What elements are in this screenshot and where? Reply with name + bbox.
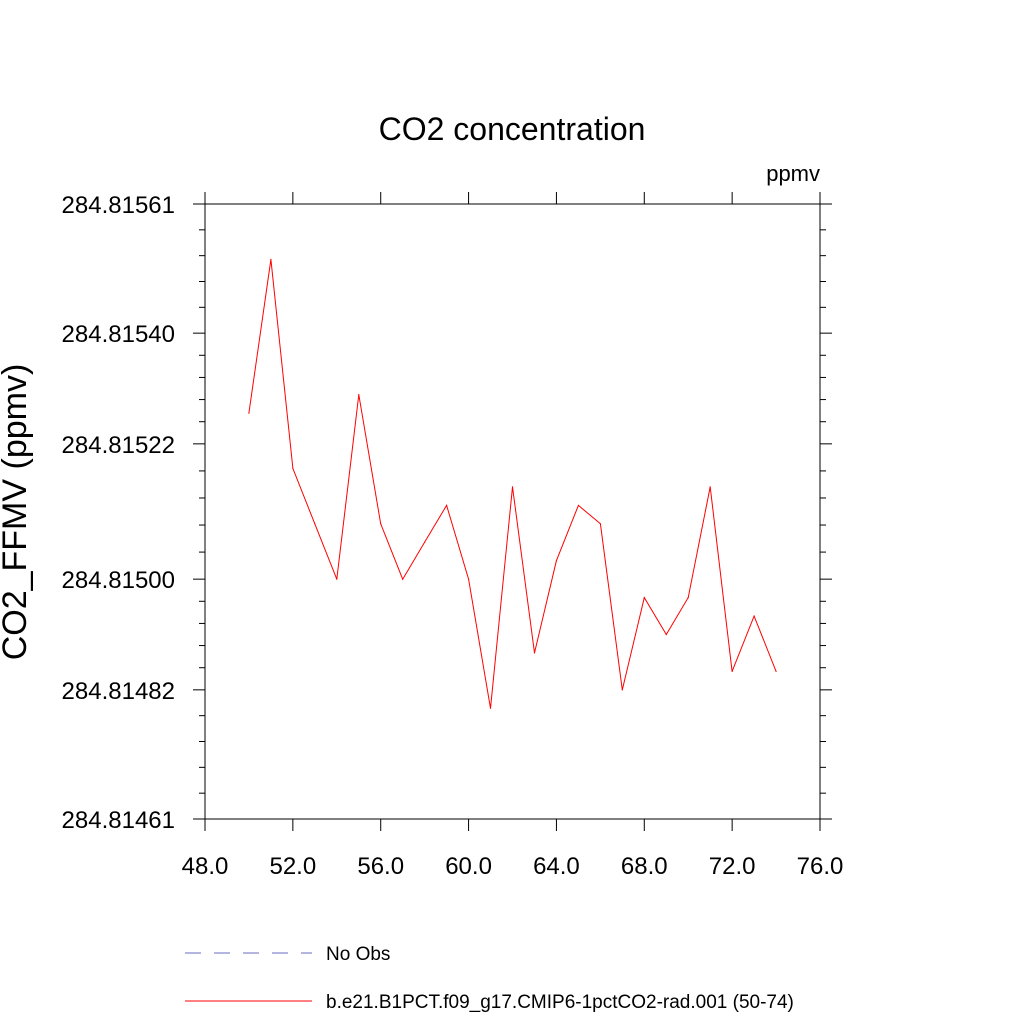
x-tick-label-5: 68.0: [621, 853, 668, 880]
data-point-0-14: [555, 560, 558, 562]
y-tick-label-2: 284.81500: [62, 567, 175, 594]
data-point-0-6: [380, 523, 382, 525]
legend-label-0: No Obs: [326, 944, 390, 965]
series-layer: [248, 258, 777, 709]
data-point-0-0: [248, 412, 250, 414]
data-point-0-21: [709, 486, 711, 488]
y-axis-label: CO2_FFMV (ppmv): [0, 364, 34, 661]
data-point-0-10: [467, 578, 470, 580]
x-tick-label-1: 52.0: [269, 853, 316, 880]
data-point-0-18: [643, 597, 645, 599]
data-point-0-23: [753, 615, 755, 617]
data-point-0-22: [731, 670, 733, 673]
data-point-0-19: [665, 633, 667, 636]
x-tick-label-3: 60.0: [445, 853, 492, 880]
legend-layer: No Obs b.e21.B1PCT.f09_g17.CMIP6-1pctCO2-…: [185, 944, 794, 1013]
data-point-0-15: [577, 504, 579, 506]
legend-label-1: b.e21.B1PCT.f09_g17.CMIP6-1pctCO2-rad.00…: [326, 992, 794, 1013]
x-tick-label-0: 48.0: [182, 853, 229, 880]
data-point-0-9: [446, 504, 448, 506]
data-point-0-5: [358, 394, 360, 396]
data-point-0-8: [424, 541, 426, 543]
x-tick-label-2: 56.0: [357, 853, 404, 880]
data-point-0-7: [402, 578, 404, 580]
series-line-0: [248, 259, 777, 709]
x-tick-label-7: 76.0: [797, 853, 844, 880]
data-point-0-16: [599, 523, 601, 525]
data-point-0-13: [533, 652, 536, 654]
data-point-0-2: [292, 467, 294, 470]
data-point-0-1: [270, 258, 272, 260]
data-point-0-3: [314, 523, 316, 525]
data-point-0-4: [336, 578, 338, 580]
y-tick-label-0: 284.81461: [62, 807, 175, 834]
plot-frame: [204, 203, 821, 820]
x-tick-label-6: 72.0: [709, 853, 756, 880]
x-tick-label-4: 64.0: [533, 853, 580, 880]
units-label: ppmv: [766, 161, 820, 186]
y-tick-label-1: 284.81482: [62, 678, 175, 705]
data-point-0-11: [489, 707, 492, 709]
y-tick-label-4: 284.81540: [62, 321, 175, 348]
y-tick-label-3: 284.81522: [62, 432, 175, 459]
x-ticks-layer: 48.0 52.0 56.0 60.0 64.0 68.0 72.0 76.0: [182, 192, 844, 880]
y-ticks-layer: 284.81461 284.81482 284.81500 284.81522 284.…: [62, 192, 832, 834]
data-point-0-20: [687, 597, 689, 599]
data-point-0-17: [621, 689, 623, 691]
data-point-0-12: [511, 486, 514, 488]
chart-title: CO2 concentration: [379, 111, 646, 147]
data-point-0-24: [775, 670, 777, 673]
y-tick-label-5: 284.81561: [62, 192, 175, 219]
